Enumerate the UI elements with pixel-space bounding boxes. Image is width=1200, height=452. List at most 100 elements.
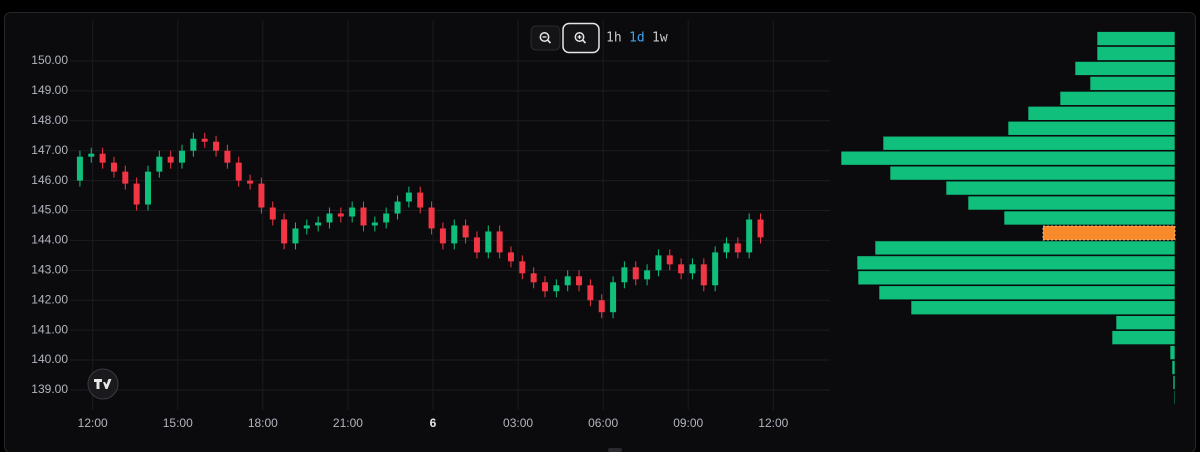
candle-body <box>269 207 276 220</box>
candle-body <box>201 138 208 142</box>
volume-bar <box>882 135 1176 151</box>
candle-body <box>496 231 503 253</box>
y-tick-label: 143.00 <box>31 263 68 277</box>
volume-bar <box>945 180 1176 196</box>
logo-badge <box>87 368 119 400</box>
candle-body <box>542 282 548 292</box>
candle-body <box>349 207 356 217</box>
candle-body <box>360 207 367 226</box>
y-tick-label: 142.00 <box>31 292 68 306</box>
candle-body <box>700 264 707 286</box>
candle-body <box>723 243 730 253</box>
zoom-out-icon <box>547 39 552 44</box>
candle-body <box>394 201 401 214</box>
candle-body <box>303 225 310 229</box>
volume-bar <box>1059 91 1176 106</box>
axes: 150.00 149.00 148.00 147.00 146.00 145.00 144.… <box>31 53 788 430</box>
volume-bar <box>1111 330 1176 345</box>
x-tick-label: 12:00 <box>78 416 108 430</box>
volume-bar <box>967 195 1176 211</box>
candle-body <box>689 264 696 274</box>
zoom-in-button[interactable] <box>562 22 600 54</box>
candle-body <box>564 276 571 286</box>
plot <box>76 132 764 319</box>
panel <box>4 12 1196 452</box>
x-tick-label: 03:00 <box>503 416 533 430</box>
volume-bar <box>1027 106 1176 121</box>
x-tick-label: 15:00 <box>163 416 193 430</box>
candle-body <box>247 180 254 184</box>
y-tick-label: 140.00 <box>31 352 68 366</box>
volume-bar <box>857 270 1176 286</box>
volume-bar <box>1096 31 1176 46</box>
logo-mark <box>94 379 112 389</box>
candle-body <box>76 156 83 181</box>
x-tick-label: 06:00 <box>588 416 618 430</box>
candle-body <box>315 222 322 226</box>
candle-body <box>553 285 560 292</box>
y-tick-label: 146.00 <box>31 173 68 187</box>
candle-body <box>587 285 594 301</box>
candle-body <box>507 252 514 262</box>
volume-bar <box>889 165 1176 181</box>
candle-body <box>746 219 753 253</box>
volume-bar <box>1169 345 1176 360</box>
candle-body <box>110 162 117 172</box>
y-tick-label: 150.00 <box>31 53 68 67</box>
candle-body <box>190 138 197 151</box>
volume-bar <box>1074 61 1176 76</box>
candle-body <box>371 222 378 226</box>
volume-bar <box>1171 360 1176 375</box>
y-tick-label: 139.00 <box>31 382 68 396</box>
candle-body <box>598 300 605 313</box>
volume-bar <box>1007 120 1176 136</box>
candle-body <box>235 162 242 181</box>
candle-body <box>757 219 764 238</box>
interval-buttons: 1h 1d 1w <box>606 31 668 46</box>
volume-bar <box>840 150 1176 166</box>
candle-body <box>621 267 628 283</box>
candle-body <box>666 255 673 265</box>
candle-body <box>99 153 106 163</box>
x-tick-label: 6 <box>430 416 437 430</box>
volume-bar <box>1172 375 1176 390</box>
candle-body <box>281 219 288 244</box>
candle-body <box>610 282 617 313</box>
candle-body <box>712 252 719 286</box>
volume-bar <box>1089 76 1176 91</box>
interval-button[interactable]: 1h <box>606 31 622 46</box>
candle-body <box>485 231 492 253</box>
candle-body <box>678 264 685 274</box>
scroll-handle[interactable] <box>608 448 622 452</box>
interval-button[interactable]: 1w <box>652 31 668 46</box>
candle-body <box>122 171 129 184</box>
x-tick-label: 09:00 <box>673 416 703 430</box>
candle-body <box>428 207 435 229</box>
candle-body <box>632 267 639 280</box>
candle-body <box>326 213 333 223</box>
candle-body <box>156 156 163 172</box>
candle-body <box>405 192 412 202</box>
candle-body <box>133 183 140 205</box>
candle-body <box>383 213 390 223</box>
logo <box>87 368 119 400</box>
candle-body <box>292 228 299 244</box>
y-tick-label: 149.00 <box>31 83 68 97</box>
volume-bar <box>1096 46 1176 61</box>
x-tick-label: 21:00 <box>333 416 363 430</box>
interval-button[interactable]: 1d <box>629 31 645 46</box>
candle-body <box>462 225 469 238</box>
zoom-out-button[interactable] <box>530 25 561 51</box>
zoom-in-icon <box>582 39 587 44</box>
volume-bar <box>1003 210 1176 226</box>
volume-bar <box>1173 390 1176 405</box>
zoom-in-icon <box>574 32 585 42</box>
y-tick-label: 148.00 <box>31 113 68 127</box>
candle-body <box>167 156 174 163</box>
candle-body <box>179 150 186 163</box>
x-tick-label: 12:00 <box>758 416 788 430</box>
candle-body <box>530 273 537 283</box>
candle-body <box>655 255 662 271</box>
candle-body <box>644 270 651 280</box>
